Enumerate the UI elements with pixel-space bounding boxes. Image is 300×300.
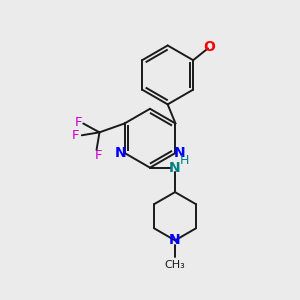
Text: F: F (72, 129, 80, 142)
Text: N: N (169, 161, 181, 175)
Text: F: F (75, 116, 82, 128)
Text: N: N (115, 146, 127, 160)
Text: O: O (203, 40, 215, 54)
Text: N: N (174, 146, 186, 160)
Text: F: F (94, 149, 102, 162)
Text: H: H (180, 154, 189, 167)
Text: N: N (169, 233, 181, 248)
Text: CH₃: CH₃ (165, 260, 185, 269)
